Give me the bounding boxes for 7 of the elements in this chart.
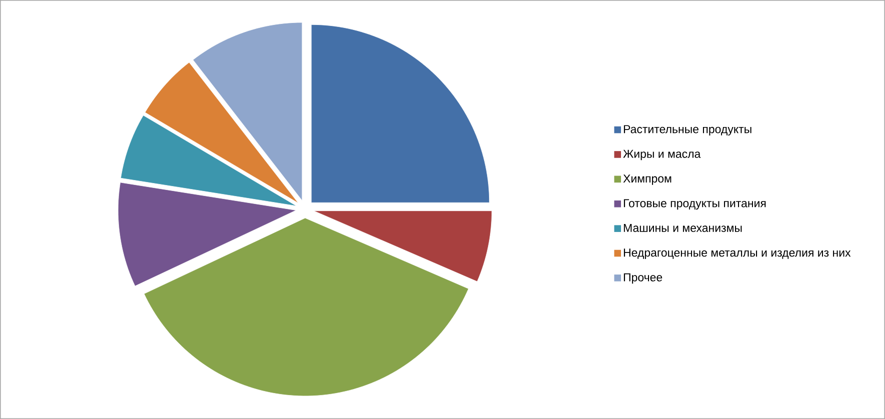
legend-label: Машины и механизмы	[624, 224, 742, 232]
legend-label: Жиры и масла	[623, 150, 701, 160]
legend-label: Прочее	[624, 273, 662, 284]
legend-label: Недрагоценные металлы и изделия из них	[624, 248, 851, 259]
legend-label: Готовые продукты питания	[624, 199, 766, 210]
legend-label: Растительные продукты	[624, 125, 752, 136]
legend-label: Химпром	[623, 174, 672, 185]
